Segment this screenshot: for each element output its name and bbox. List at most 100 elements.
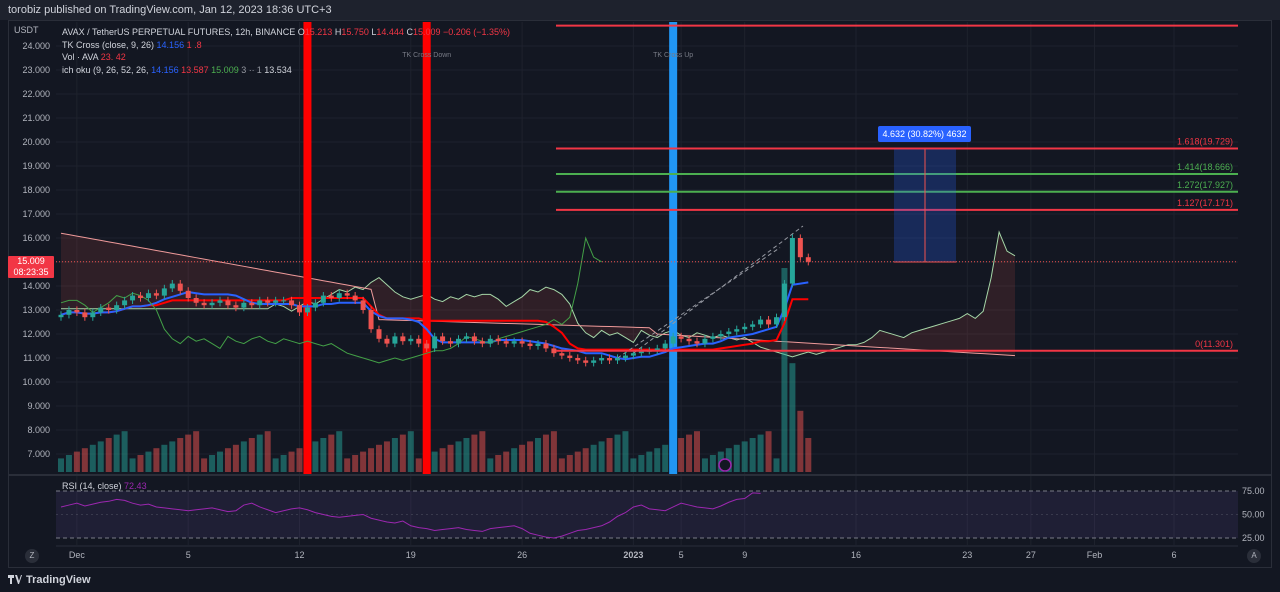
ichimoku-label: ich oku (9, 26, 52, 26, bbox=[62, 64, 149, 75]
candle-body bbox=[774, 317, 779, 325]
candle-body bbox=[583, 360, 589, 363]
volume-bar bbox=[606, 438, 613, 472]
candle-body bbox=[344, 293, 350, 296]
volume-bar bbox=[511, 448, 518, 472]
volume-bar bbox=[550, 431, 557, 472]
price-tick-label: 11.000 bbox=[23, 353, 50, 363]
candle-body bbox=[766, 319, 772, 325]
candle-body bbox=[718, 334, 724, 337]
price-tick-label: 17.000 bbox=[22, 209, 50, 219]
volume-bar bbox=[224, 448, 231, 472]
price-tick-label: 14.000 bbox=[22, 281, 50, 291]
candle-body bbox=[225, 300, 231, 306]
price-tick-label: 23.000 bbox=[22, 65, 50, 75]
price-tick-label: 10.000 bbox=[22, 377, 50, 387]
signal-bar-tk_cross_down bbox=[422, 22, 431, 474]
candle-body bbox=[177, 283, 183, 291]
ohlc-h-label: H bbox=[334, 27, 342, 37]
price-tick-label: 16.000 bbox=[22, 233, 50, 243]
volume-bar bbox=[757, 434, 764, 472]
candle-body bbox=[432, 336, 438, 349]
tk-cross-down-text: TK Cross Down bbox=[402, 52, 451, 59]
tradingview-brand[interactable]: TradingView bbox=[8, 574, 91, 586]
ichimoku-v5: 13.534 bbox=[264, 64, 292, 75]
candle-body bbox=[654, 348, 660, 351]
fib-label: 0(11.301) bbox=[1195, 339, 1233, 349]
volume-bar bbox=[614, 434, 621, 472]
volume-bar bbox=[694, 431, 700, 472]
legend: AVAX / TetherUS PERPETUAL FUTURES, 12h, … bbox=[62, 26, 510, 76]
price-tick-label: 13.000 bbox=[22, 305, 50, 315]
candle-body bbox=[662, 343, 668, 349]
ohlc-close: 15.009 bbox=[412, 27, 441, 37]
rsi-tick-label: 25.00 bbox=[1242, 533, 1265, 543]
candle-body bbox=[106, 307, 112, 310]
signal-bars: TK Cross Down TK Cross Up bbox=[303, 22, 693, 474]
time-tick-label: 5 bbox=[186, 550, 191, 560]
auto-scale-button[interactable]: A bbox=[1247, 549, 1261, 563]
volume-bar bbox=[805, 438, 812, 472]
volume-bar bbox=[558, 458, 565, 472]
fib-label: 1.618(19.729) bbox=[1177, 137, 1233, 147]
candle-body bbox=[591, 360, 597, 363]
candle-body bbox=[320, 295, 326, 303]
candle-body bbox=[440, 336, 446, 342]
volume-bar bbox=[256, 434, 263, 472]
rsi-pane bbox=[56, 490, 1238, 539]
tk-cross-v2: 1 .8 bbox=[186, 39, 202, 50]
price-tick-label: 20.000 bbox=[22, 137, 50, 147]
fib-label: 1.414(18.666) bbox=[1177, 162, 1233, 172]
candle-body bbox=[328, 295, 334, 298]
price-tick-label: 21.000 bbox=[22, 113, 50, 123]
volume-bar bbox=[320, 438, 327, 472]
ichimoku-v4: 3 ·∙ 1 bbox=[241, 64, 262, 75]
candle-body bbox=[249, 302, 255, 306]
candle-body bbox=[630, 353, 636, 356]
volume-bar bbox=[638, 455, 645, 472]
time-tick-label: 5 bbox=[679, 550, 684, 560]
volume-bar bbox=[415, 458, 422, 472]
candle-body bbox=[479, 341, 485, 344]
candle-body bbox=[638, 350, 644, 354]
candle-body bbox=[217, 300, 223, 303]
volume-bar bbox=[487, 458, 494, 472]
volume-bar bbox=[535, 438, 541, 472]
volume-bar bbox=[391, 438, 398, 472]
senkou-b-line bbox=[60, 232, 1016, 357]
tk-cross-up-text: TK Cross Up bbox=[653, 52, 693, 59]
measure-label[interactable]: 4.632 (30.82%) 4632 bbox=[878, 126, 971, 142]
ichimoku-cloud bbox=[60, 230, 1016, 358]
candle-body bbox=[90, 312, 96, 318]
candle-body bbox=[575, 358, 581, 361]
volume-bar bbox=[407, 431, 414, 472]
volume-bar bbox=[89, 444, 96, 472]
zoom-button[interactable]: Z bbox=[25, 549, 39, 563]
candle-body bbox=[448, 341, 454, 344]
volume-bar bbox=[113, 434, 120, 472]
signal-bar-tk_cross_down bbox=[303, 22, 312, 474]
time-tick-label: 19 bbox=[406, 550, 416, 560]
candle-body bbox=[304, 307, 310, 313]
candle-body bbox=[169, 283, 175, 289]
candle-body bbox=[471, 336, 477, 342]
volume-bar bbox=[344, 458, 351, 472]
candle-body bbox=[559, 353, 565, 356]
candle-body bbox=[670, 336, 676, 344]
candle-body bbox=[599, 358, 605, 361]
volume-bar bbox=[622, 431, 629, 472]
time-tick-label: 2023 bbox=[623, 550, 643, 560]
volume-bar bbox=[376, 444, 382, 472]
volume-bar bbox=[312, 441, 319, 472]
candle-body bbox=[66, 310, 72, 315]
candle-body bbox=[281, 300, 287, 302]
fib-label: 1.272(17.927) bbox=[1177, 180, 1233, 190]
volume-bar bbox=[701, 458, 708, 472]
event-marker-icon bbox=[718, 458, 732, 472]
candles bbox=[58, 234, 811, 367]
volume-bar bbox=[781, 268, 788, 472]
candle-body bbox=[805, 257, 811, 262]
rsi-tick-label: 50.00 bbox=[1242, 509, 1265, 519]
price-tick-label: 24.000 bbox=[22, 41, 50, 51]
volume-bar bbox=[455, 441, 462, 472]
